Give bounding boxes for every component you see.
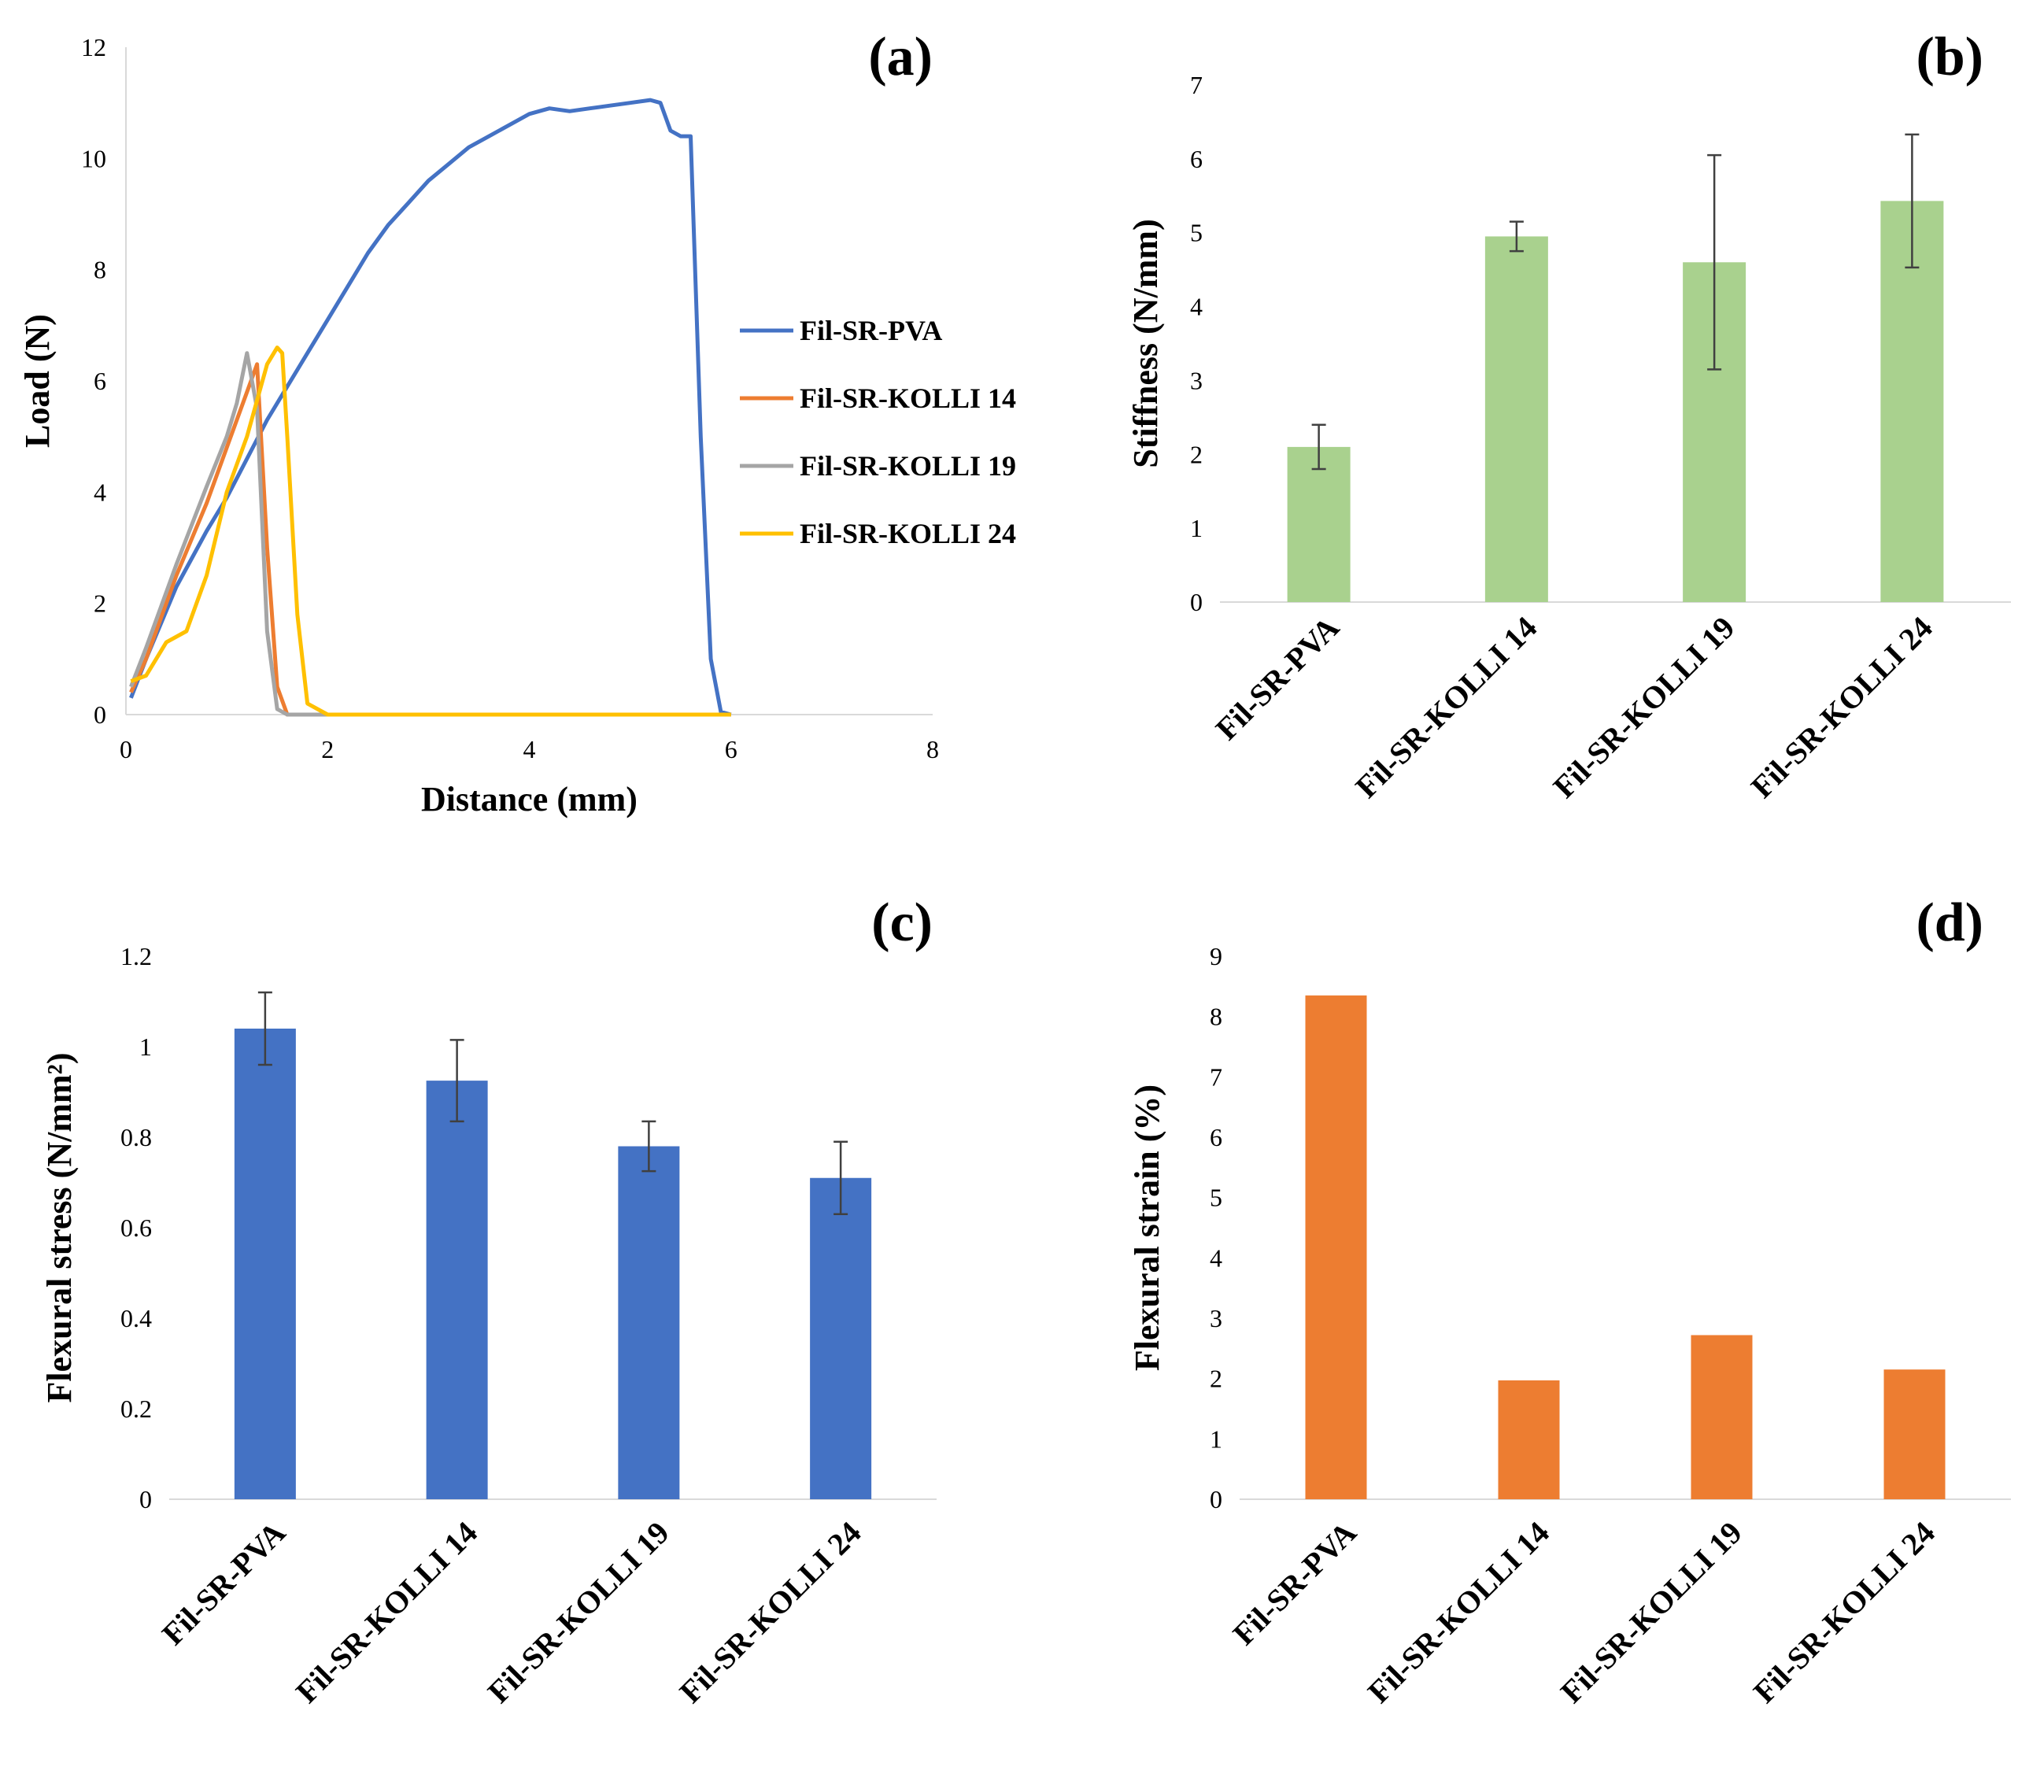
y-axis-title: Flexural strain (%)	[1128, 1084, 1166, 1371]
category-label: Fil-SR-KOLLI 24	[673, 1515, 868, 1710]
y-tick-label: 2	[94, 589, 106, 618]
bar	[1287, 446, 1351, 602]
y-tick-label: 10	[81, 144, 106, 172]
series-line	[130, 345, 731, 717]
legend-label: Fil-SR-KOLLI 19	[800, 450, 1016, 482]
y-tick-label: 1.2	[120, 942, 152, 970]
y-tick-label: 4	[1210, 1243, 1222, 1272]
y-tick-label: 12	[81, 33, 106, 61]
x-tick-label: 2	[321, 735, 334, 763]
y-axis-title: Flexural stress (N/mm²)	[40, 1053, 79, 1403]
category-label: Fil-SR-KOLLI 24	[1744, 610, 1939, 805]
x-tick-label: 0	[120, 735, 132, 763]
category-label: Fil-SR-KOLLI 19	[481, 1515, 676, 1710]
category-label: Fil-SR-KOLLI 19	[1547, 610, 1742, 805]
y-tick-label: 3	[1210, 1304, 1222, 1332]
x-tick-label: 4	[523, 735, 536, 763]
category-label: Fil-SR-KOLLI 19	[1554, 1515, 1749, 1710]
bar	[1883, 1369, 1946, 1499]
bar	[234, 1029, 296, 1499]
y-tick-label: 5	[1190, 219, 1203, 247]
y-tick-label: 7	[1190, 71, 1203, 99]
panel-label: (c)	[871, 892, 933, 953]
bar	[1691, 1335, 1753, 1499]
y-tick-label: 0	[94, 700, 106, 729]
y-tick-label: 0	[139, 1485, 152, 1513]
bar	[426, 1081, 488, 1499]
y-tick-label: 2	[1210, 1365, 1222, 1393]
y-tick-label: 4	[1190, 293, 1203, 321]
category-label: Fil-SR-PVA	[1209, 609, 1346, 746]
y-axis-title: Stiffness (N/mm)	[1126, 219, 1165, 468]
category-label: Fil-SR-KOLLI 14	[1348, 610, 1543, 805]
y-tick-label: 4	[94, 478, 106, 506]
legend-label: Fil-SR-KOLLI 14	[800, 382, 1016, 414]
panel-label: (b)	[1916, 27, 1983, 87]
category-label: Fil-SR-KOLLI 14	[1361, 1515, 1556, 1710]
y-tick-label: 7	[1210, 1062, 1222, 1091]
panel-a-load-distance-chart: 0 2 4 6 8 10 12 0 2 4 6 8 Fil-SR-PVA Fil-SR-KOLLI 14 F…	[18, 27, 1016, 818]
panel-label: (d)	[1916, 892, 1983, 953]
panel-c-flexural-stress-chart: 00.20.40.60.811.2Fil-SR-PVAFil-SR-KOLLI …	[40, 892, 937, 1709]
series-line	[129, 351, 731, 717]
y-tick-label: 6	[94, 367, 106, 395]
legend-label: Fil-SR-KOLLI 24	[800, 518, 1016, 549]
y-tick-label: 0.6	[120, 1214, 152, 1242]
y-tick-label: 0.4	[120, 1304, 152, 1332]
bar	[1498, 1380, 1560, 1499]
category-label: Fil-SR-KOLLI 24	[1746, 1515, 1942, 1710]
x-tick-label: 6	[725, 735, 737, 763]
bar	[810, 1177, 872, 1499]
y-tick-label: 0	[1190, 588, 1203, 616]
y-tick-label: 1	[1190, 514, 1203, 542]
bar	[1484, 236, 1548, 602]
y-tick-label: 9	[1210, 942, 1222, 970]
y-tick-label: 6	[1190, 145, 1203, 173]
y-tick-label: 0	[1210, 1485, 1222, 1513]
y-tick-label: 8	[94, 256, 106, 284]
y-tick-label: 0.8	[120, 1123, 152, 1151]
y-tick-label: 0.2	[120, 1395, 152, 1423]
y-tick-label: 8	[1210, 1003, 1222, 1031]
series-line	[129, 98, 732, 717]
y-axis-title: Load (N)	[18, 314, 57, 448]
category-label: Fil-SR-PVA	[155, 1514, 292, 1651]
y-tick-label: 5	[1210, 1184, 1222, 1212]
y-tick-label: 3	[1190, 366, 1203, 394]
x-axis-title: Distance (mm)	[421, 780, 638, 818]
legend-label: Fil-SR-PVA	[800, 315, 942, 346]
bar	[1305, 995, 1367, 1499]
category-label: Fil-SR-KOLLI 14	[289, 1515, 484, 1710]
panel-label: (a)	[868, 27, 933, 87]
x-tick-label: 8	[926, 735, 939, 763]
y-tick-label: 1	[139, 1033, 152, 1061]
y-tick-label: 2	[1190, 440, 1203, 468]
bar	[618, 1146, 680, 1499]
y-tick-label: 1	[1210, 1424, 1222, 1453]
y-tick-label: 6	[1210, 1123, 1222, 1151]
category-label: Fil-SR-PVA	[1226, 1514, 1363, 1651]
series-line	[129, 362, 731, 717]
